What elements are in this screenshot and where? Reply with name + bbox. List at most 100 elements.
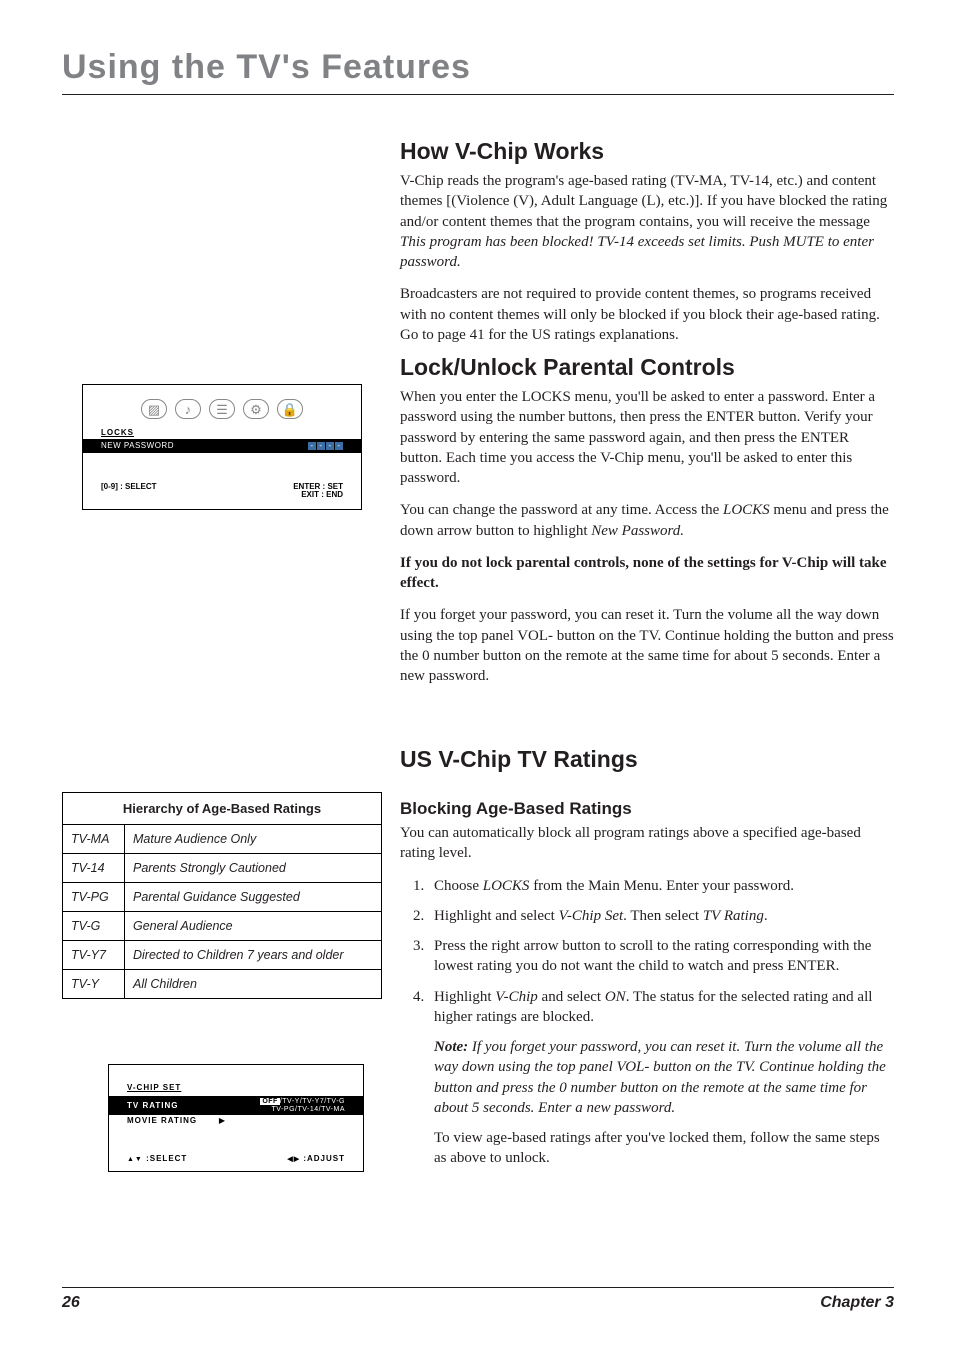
text: from the Main Menu. Enter your password. — [529, 878, 794, 894]
para: To view age-based ratings after you've l… — [434, 1128, 894, 1169]
page-footer: 26 Chapter 3 — [62, 1287, 894, 1312]
italic-text: New Password. — [591, 523, 684, 539]
leftright-icon: ◀▶ — [287, 1156, 300, 1163]
text: V-Chip reads the program's age-based rat… — [400, 173, 887, 230]
osd2-values: OFF/TV-Y/TV-Y7/TV-G TV-PG/TV-14/TV-MA — [260, 1098, 345, 1113]
osd2-movie-rating-row: MOVIE RATING ▶ — [109, 1115, 363, 1128]
osd2-line2: TV-PG/TV-14/TV-MA — [272, 1106, 345, 1113]
table-caption: Hierarchy of Age-Based Ratings — [62, 792, 382, 824]
para: If you forget your password, you can res… — [400, 605, 894, 686]
chapter-label: Chapter 3 — [820, 1294, 894, 1312]
video-icon: ▨ — [141, 399, 167, 419]
table-row: TV-MAMature Audience Only — [63, 825, 382, 854]
heading-lock-unlock: Lock/Unlock Parental Controls — [400, 354, 894, 381]
rating-desc: Directed to Children 7 years and older — [125, 941, 382, 970]
password-dashes: ---- — [308, 442, 343, 450]
step: Highlight and select V-Chip Set. Then se… — [428, 906, 894, 926]
osd2-select-text: :SELECT — [146, 1154, 187, 1163]
text: and select — [538, 989, 605, 1005]
osd-footer-r2: EXIT : END — [293, 491, 343, 499]
table-row: TV-14Parents Strongly Cautioned — [63, 854, 382, 883]
italic-text: TV Rating — [703, 908, 764, 924]
rating-code: TV-MA — [63, 825, 125, 854]
text: Highlight and select — [434, 908, 559, 924]
para: You can change the password at any time.… — [400, 500, 894, 541]
para: You can automatically block all program … — [400, 823, 894, 864]
triangle-right-icon: ▶ — [219, 1116, 345, 1125]
osd-footer-right: ENTER : SET EXIT : END — [293, 483, 343, 499]
para-bold: If you do not lock parental controls, no… — [400, 553, 894, 594]
italic-text: This program has been blocked! TV-14 exc… — [400, 234, 874, 270]
dash: - — [317, 442, 325, 450]
italic-text: LOCKS — [483, 878, 530, 894]
audio-icon: ♪ — [175, 399, 201, 419]
osd-row-label: NEW PASSWORD — [101, 442, 174, 450]
section-us-vchip: US V-Chip TV Ratings Blocking Age-Based … — [400, 746, 894, 1169]
lock-icon: 🔒 — [277, 399, 303, 419]
osd2-footer-adjust: ◀▶ :ADJUST — [287, 1154, 345, 1163]
osd2-title: V-CHIP SET — [109, 1065, 363, 1096]
updown-icon: ▲▼ — [127, 1156, 143, 1163]
dash: - — [308, 442, 316, 450]
step: Highlight V-Chip and select ON. The stat… — [428, 987, 894, 1028]
dash: - — [326, 442, 334, 450]
ratings-table-container: Hierarchy of Age-Based Ratings TV-MAMatu… — [62, 792, 382, 999]
section-lock-unlock: Lock/Unlock Parental Controls When you e… — [400, 354, 894, 698]
osd2-tv-rating-row: TV RATING OFF/TV-Y/TV-Y7/TV-G TV-PG/TV-1… — [109, 1096, 363, 1115]
text: . — [764, 908, 768, 924]
text: Highlight — [434, 989, 495, 1005]
italic-text: V-Chip Set — [559, 908, 624, 924]
rating-code: TV-Y — [63, 970, 125, 999]
para: V-Chip reads the program's age-based rat… — [400, 171, 894, 272]
rating-code: TV-14 — [63, 854, 125, 883]
setup-icon: ⚙ — [243, 399, 269, 419]
heading-us-vchip: US V-Chip TV Ratings — [400, 746, 894, 773]
osd2-tv-rating-label: TV RATING — [127, 1101, 179, 1110]
table-row: TV-PGParental Guidance Suggested — [63, 883, 382, 912]
rating-code: TV-Y7 — [63, 941, 125, 970]
dash: - — [335, 442, 343, 450]
osd-icon-row: ▨ ♪ ☰ ⚙ 🔒 — [83, 385, 361, 425]
osd-locks-screenshot: ▨ ♪ ☰ ⚙ 🔒 LOCKS NEW PASSWORD ---- [0-9] … — [62, 384, 382, 510]
note-block: Note: If you forget your password, you c… — [434, 1037, 894, 1118]
note-label: Note: — [434, 1039, 468, 1055]
steps-list: Choose LOCKS from the Main Menu. Enter y… — [400, 876, 894, 1028]
heading-how-vchip: How V-Chip Works — [400, 138, 894, 165]
rating-desc: General Audience — [125, 912, 382, 941]
osd-highlighted-row: NEW PASSWORD ---- — [83, 439, 361, 453]
header-rule — [62, 94, 894, 95]
table-row: TV-YAll Children — [63, 970, 382, 999]
step: Choose LOCKS from the Main Menu. Enter y… — [428, 876, 894, 896]
rating-desc: Parental Guidance Suggested — [125, 883, 382, 912]
table-row: TV-Y7Directed to Children 7 years and ol… — [63, 941, 382, 970]
rating-desc: All Children — [125, 970, 382, 999]
text: . Then select — [623, 908, 703, 924]
rating-code: TV-PG — [63, 883, 125, 912]
osd-footer: [0-9] : SELECT ENTER : SET EXIT : END — [83, 453, 361, 509]
rating-code: TV-G — [63, 912, 125, 941]
italic-text: LOCKS — [723, 502, 770, 518]
osd2-off: OFF — [260, 1098, 280, 1105]
para: When you enter the LOCKS menu, you'll be… — [400, 387, 894, 488]
osd2-line1-rest: /TV-Y/TV-Y7/TV-G — [280, 1098, 345, 1105]
osd2-movie-rating-label: MOVIE RATING — [127, 1116, 197, 1125]
osd-menu-title: LOCKS — [83, 425, 361, 439]
osd2-footer-select: ▲▼ :SELECT — [127, 1154, 187, 1163]
chapter-title: Using the TV's Features — [62, 48, 471, 87]
subheading-blocking: Blocking Age-Based Ratings — [400, 799, 894, 819]
para: Broadcasters are not required to provide… — [400, 284, 894, 345]
osd-vchip-screenshot: V-CHIP SET TV RATING OFF/TV-Y/TV-Y7/TV-G… — [62, 1064, 382, 1172]
ratings-table: Hierarchy of Age-Based Ratings TV-MAMatu… — [62, 792, 382, 999]
osd-footer-left: [0-9] : SELECT — [101, 483, 157, 499]
rating-desc: Mature Audience Only — [125, 825, 382, 854]
menu-icon: ☰ — [209, 399, 235, 419]
osd2-adjust-text: :ADJUST — [303, 1154, 345, 1163]
note-text: If you forget your password, you can res… — [434, 1039, 886, 1116]
text: Choose — [434, 878, 483, 894]
section-how-vchip: How V-Chip Works V-Chip reads the progra… — [400, 138, 894, 357]
italic-text: V-Chip — [495, 989, 538, 1005]
rating-desc: Parents Strongly Cautioned — [125, 854, 382, 883]
table-row: TV-GGeneral Audience — [63, 912, 382, 941]
step: Press the right arrow button to scroll t… — [428, 936, 894, 977]
page-number: 26 — [62, 1294, 80, 1312]
